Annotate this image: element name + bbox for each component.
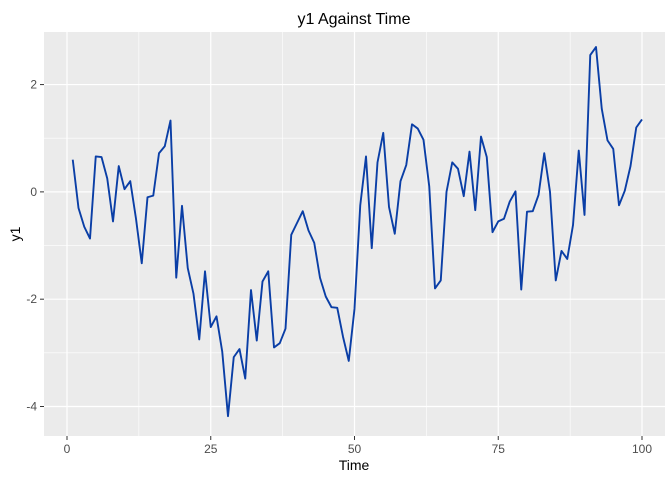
x-axis-ticks: 0 25 50 75 100 (64, 436, 652, 456)
y-axis-ticks: -4 -2 0 2 (26, 78, 44, 413)
y-tick-label: 0 (30, 185, 37, 199)
y-tick-label: -4 (26, 399, 37, 413)
x-axis-title: Time (339, 457, 370, 473)
x-tick-label: 25 (204, 442, 218, 456)
chart-title: y1 Against Time (298, 11, 411, 28)
y-axis-title: y1 (7, 226, 23, 241)
y-tick-label: 2 (30, 78, 37, 92)
y-tick-label: -2 (26, 292, 37, 306)
series-line-y1 (71, 46, 643, 418)
x-tick-label: 50 (348, 442, 362, 456)
x-tick-label: 75 (492, 442, 506, 456)
x-tick-label: 0 (64, 442, 71, 456)
x-tick-label: 100 (632, 442, 652, 456)
